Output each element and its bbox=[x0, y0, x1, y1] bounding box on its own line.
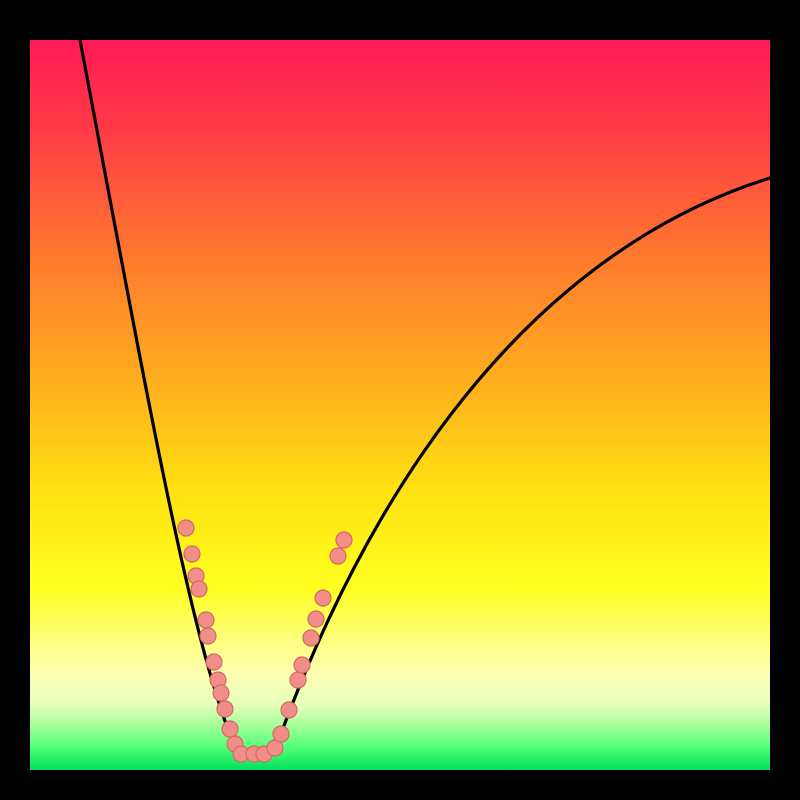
bottleneck-curve-plot bbox=[0, 0, 800, 800]
chart-container: TheBottleneck.com bbox=[0, 0, 800, 800]
